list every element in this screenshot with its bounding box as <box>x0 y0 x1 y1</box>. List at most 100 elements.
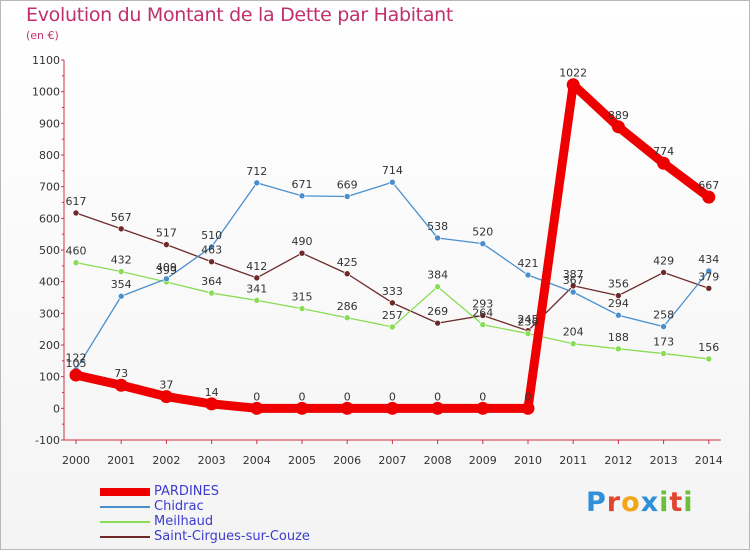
data-label: 0 <box>344 390 351 403</box>
data-label: 712 <box>246 165 267 178</box>
logo-letter: x <box>640 487 660 518</box>
y-tick-label: 800 <box>39 149 60 162</box>
data-point <box>163 275 170 283</box>
data-point <box>705 267 713 275</box>
data-point <box>705 285 713 292</box>
data-point <box>250 401 264 415</box>
y-tick-label: 900 <box>39 117 60 130</box>
data-label: 0 <box>299 390 306 403</box>
data-point <box>479 321 487 329</box>
proxiti-logo: Proxiti <box>586 487 694 518</box>
x-tick-label: 2008 <box>424 454 452 467</box>
y-tick-label: 1100 <box>32 54 60 67</box>
y-tick-label: 400 <box>39 276 60 289</box>
legend-swatch <box>100 521 150 523</box>
data-label: 463 <box>201 244 222 257</box>
data-point <box>389 178 396 186</box>
data-label: 341 <box>246 282 267 295</box>
logo-letter: r <box>606 487 622 518</box>
data-label: 421 <box>518 257 539 270</box>
logo-letter: o <box>621 487 641 518</box>
data-point <box>343 270 351 278</box>
x-tick-label: 2012 <box>604 454 632 467</box>
data-point <box>660 269 667 276</box>
data-point <box>72 209 80 217</box>
data-label: 0 <box>389 390 396 403</box>
data-label: 367 <box>563 274 584 287</box>
data-point <box>434 319 441 327</box>
y-tick-label: 100 <box>39 371 60 384</box>
x-tick-label: 2003 <box>198 454 226 467</box>
data-label: 517 <box>156 227 177 240</box>
data-label: 105 <box>66 357 87 370</box>
data-point <box>389 323 396 331</box>
chart-title: Evolution du Montant de la Dette par Hab… <box>26 4 454 26</box>
data-point <box>702 190 716 204</box>
data-label: 617 <box>66 195 87 208</box>
y-tick-label: 1000 <box>32 86 60 99</box>
y-tick-label: 600 <box>39 212 60 225</box>
data-label: 510 <box>201 229 222 242</box>
data-point <box>253 274 261 282</box>
y-tick-label: 700 <box>39 181 60 194</box>
data-point <box>434 234 441 242</box>
data-label: 293 <box>472 298 493 311</box>
data-point <box>343 193 351 200</box>
y-tick-label: 300 <box>39 307 60 320</box>
data-point <box>163 241 170 248</box>
data-label: 258 <box>653 309 674 322</box>
data-point <box>566 78 580 92</box>
data-point <box>524 271 532 279</box>
legend-swatch <box>100 506 150 508</box>
data-label: 434 <box>698 253 719 266</box>
data-label: 257 <box>382 309 403 322</box>
data-label: 37 <box>159 379 173 392</box>
data-label: 122 <box>66 352 87 365</box>
data-point <box>476 401 490 415</box>
data-label: 538 <box>427 220 448 233</box>
data-label: 264 <box>472 307 493 320</box>
data-point <box>615 311 622 319</box>
data-point <box>479 240 487 247</box>
data-point <box>208 258 215 266</box>
x-tick-label: 2006 <box>333 454 361 467</box>
data-label: 364 <box>201 275 222 288</box>
data-point <box>569 288 577 296</box>
legend-swatch <box>100 488 150 496</box>
data-label: 567 <box>111 211 132 224</box>
data-label: 889 <box>608 109 629 122</box>
data-point <box>569 340 577 348</box>
logo-letter: P <box>586 487 607 518</box>
data-label: 774 <box>653 145 674 158</box>
x-tick-label: 2011 <box>559 454 587 467</box>
data-point <box>114 378 128 392</box>
data-label: 714 <box>382 164 403 177</box>
data-point <box>208 243 215 251</box>
y-tick-label: 500 <box>39 244 60 257</box>
data-label: 520 <box>472 226 493 239</box>
data-point <box>117 292 125 300</box>
data-label: 412 <box>246 260 267 273</box>
data-point <box>524 330 532 337</box>
legend-label: Chidrac <box>154 499 204 514</box>
data-label: 429 <box>653 254 674 267</box>
data-label: 0 <box>253 390 260 403</box>
x-tick-label: 2014 <box>695 454 723 467</box>
data-point <box>159 390 173 404</box>
data-label: 245 <box>518 313 539 326</box>
x-tick-label: 2000 <box>62 454 90 467</box>
data-label: 667 <box>698 179 719 192</box>
data-point <box>72 259 80 266</box>
data-label: 671 <box>292 178 313 191</box>
x-tick-label: 2005 <box>288 454 316 467</box>
data-point <box>253 179 261 187</box>
data-label: 14 <box>205 386 219 399</box>
data-point <box>298 192 306 200</box>
logo-letter: i <box>659 487 670 518</box>
data-point <box>208 289 215 297</box>
data-label: 73 <box>114 367 128 380</box>
data-label: 490 <box>292 235 313 248</box>
data-point <box>657 156 671 170</box>
